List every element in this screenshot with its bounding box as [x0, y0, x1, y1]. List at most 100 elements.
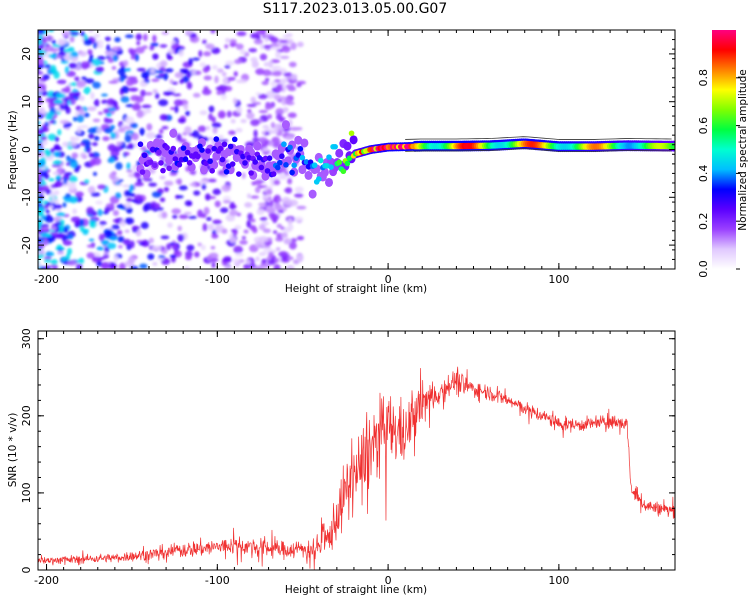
- spectral-point: [123, 151, 130, 156]
- spectral-point: [265, 105, 274, 110]
- snr-y-tick-label: 200: [20, 405, 33, 426]
- spectral-point: [64, 97, 75, 101]
- spectral-point: [38, 160, 46, 168]
- spectral-point: [232, 97, 238, 105]
- ridge-point: [147, 159, 154, 165]
- colorbar-tick-label: 0.4: [697, 165, 710, 183]
- spectral-point: [206, 255, 212, 261]
- spectral-point: [278, 251, 289, 258]
- spectral-point: [149, 67, 156, 74]
- spectral-point: [61, 51, 66, 55]
- spectral-point: [53, 99, 64, 104]
- ridge-point: [274, 164, 281, 171]
- spectral-point: [294, 186, 304, 193]
- spectral-point: [118, 245, 123, 249]
- spectral-point: [216, 90, 223, 96]
- spectral-point: [126, 243, 132, 251]
- spectral-point: [124, 116, 135, 125]
- spectral-point: [126, 162, 131, 171]
- spectral-point: [130, 55, 137, 60]
- spectral-point: [134, 194, 143, 201]
- spectral-point: [161, 31, 169, 35]
- spectral-point: [74, 91, 81, 98]
- spectral-point: [197, 209, 204, 218]
- spectral-point: [53, 189, 60, 196]
- spectral-point: [50, 64, 57, 73]
- ridge-point: [311, 162, 318, 169]
- ridge-point: [291, 162, 297, 169]
- spectral-point: [235, 252, 244, 257]
- spectral-point: [51, 39, 57, 45]
- spectral-point: [184, 200, 193, 207]
- spectral-point: [123, 238, 131, 246]
- spectral-point: [243, 229, 249, 234]
- spectral-point: [283, 227, 292, 233]
- spectral-point: [65, 106, 71, 114]
- ridge-point: [252, 159, 259, 165]
- spectral-point: [88, 152, 95, 158]
- spectral-point: [224, 44, 229, 49]
- spectral-point: [52, 160, 62, 165]
- ridge-halo: [335, 148, 344, 158]
- spectral-point: [79, 218, 85, 226]
- spectral-point: [215, 86, 224, 91]
- spectral-point: [131, 225, 141, 230]
- spectral-point: [43, 256, 52, 260]
- spectral-point: [38, 83, 47, 87]
- spectral-point: [271, 136, 280, 144]
- spectral-point: [62, 87, 71, 93]
- ridge-point: [176, 161, 183, 168]
- spectral-point: [40, 136, 48, 141]
- spectral-point: [220, 174, 228, 178]
- spectral-point: [228, 130, 236, 136]
- spectral-point: [145, 131, 156, 139]
- spectral-point: [92, 171, 98, 177]
- spectral-point: [67, 259, 77, 266]
- spectral-point: [272, 70, 282, 77]
- ridge-point: [209, 167, 215, 174]
- spectral-point: [220, 94, 228, 100]
- ridge-point: [262, 155, 269, 162]
- spectral-point: [290, 42, 297, 51]
- spectral-point: [279, 96, 287, 100]
- spectral-point: [68, 62, 77, 69]
- spectral-point: [38, 87, 44, 93]
- snr-panel: -200 -100 0 100 0 100 200 300 Height of straigh…: [7, 328, 676, 596]
- spectrogram-x-tick-label: 100: [548, 273, 569, 286]
- spectral-point: [236, 31, 247, 37]
- spectral-point: [178, 49, 184, 57]
- spectral-point: [250, 195, 260, 199]
- spectral-point: [211, 47, 221, 54]
- spectral-point: [152, 34, 157, 43]
- spectral-point: [102, 136, 110, 142]
- spectral-point: [241, 172, 246, 179]
- snr-marks: [38, 366, 675, 570]
- spectral-point: [287, 112, 297, 119]
- spectrogram-y-tick-label: 0: [20, 146, 33, 153]
- spectral-point: [171, 208, 181, 215]
- spectral-point: [112, 54, 119, 62]
- spectral-point: [104, 118, 114, 124]
- snr-y-axis-label: SNR (10 * v/v): [7, 413, 19, 488]
- spectral-point: [290, 238, 298, 243]
- spectral-point: [68, 182, 77, 190]
- ridge-point: [199, 147, 205, 153]
- spectral-point: [134, 181, 144, 187]
- spectral-point: [124, 134, 132, 143]
- spectral-point: [104, 36, 111, 42]
- spectral-point: [275, 247, 281, 251]
- spectral-point: [44, 35, 54, 41]
- spectral-point: [100, 262, 110, 269]
- spectral-point: [135, 95, 144, 103]
- spectral-point: [264, 205, 275, 213]
- ridge-point: [141, 152, 148, 159]
- spectral-point: [281, 46, 291, 53]
- spectral-point: [141, 104, 152, 109]
- ridge-point: [158, 160, 164, 166]
- spectral-point: [188, 215, 197, 219]
- spectral-point: [197, 242, 202, 247]
- spectral-point: [285, 76, 292, 81]
- spectral-point: [128, 87, 139, 92]
- spectral-point: [158, 128, 164, 134]
- spectral-point: [38, 176, 43, 182]
